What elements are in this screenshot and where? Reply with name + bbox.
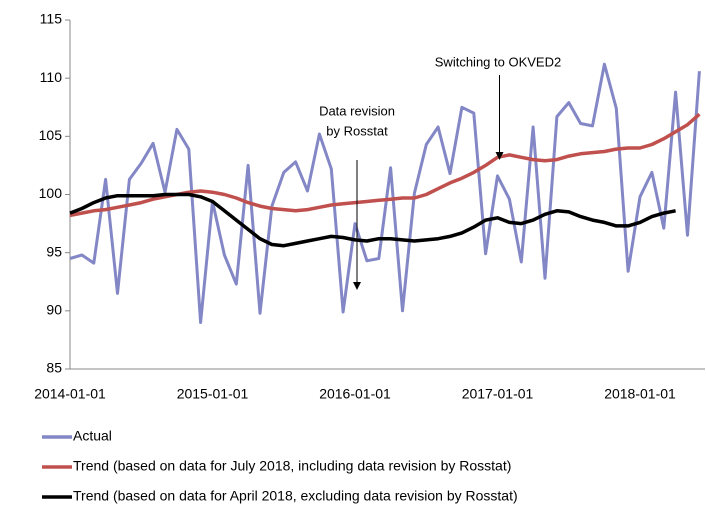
annotation: Data revision	[319, 103, 395, 118]
legend-label: Actual	[73, 428, 112, 444]
annotation-arrowhead	[353, 282, 361, 290]
x-tick-label: 2014-01-01	[34, 386, 106, 402]
series-line	[69, 62, 701, 324]
x-tick-label: 2015-01-01	[177, 386, 249, 402]
y-tick-label: 115	[40, 11, 63, 27]
legend-label: Trend (based on data for April 2018, exc…	[73, 488, 518, 504]
annotation-arrowhead	[495, 152, 504, 160]
annotation: Switching to OKVED2	[435, 54, 561, 69]
y-tick-label: 105	[39, 127, 63, 143]
y-tick-label: 95	[46, 243, 62, 259]
y-tick-label: 100	[39, 185, 63, 201]
y-tick-label: 110	[40, 69, 63, 85]
legend-label: Trend (based on data for July 2018, incl…	[73, 458, 511, 474]
y-tick-label: 85	[46, 360, 62, 376]
x-tick-label: 2017-01-01	[462, 386, 534, 402]
y-tick-label: 90	[46, 302, 62, 318]
x-tick-label: 2016-01-01	[319, 386, 391, 402]
x-tick-label: 2018-01-01	[604, 386, 676, 402]
annotation: by Rosstat	[326, 123, 388, 138]
series-line	[69, 192, 676, 248]
